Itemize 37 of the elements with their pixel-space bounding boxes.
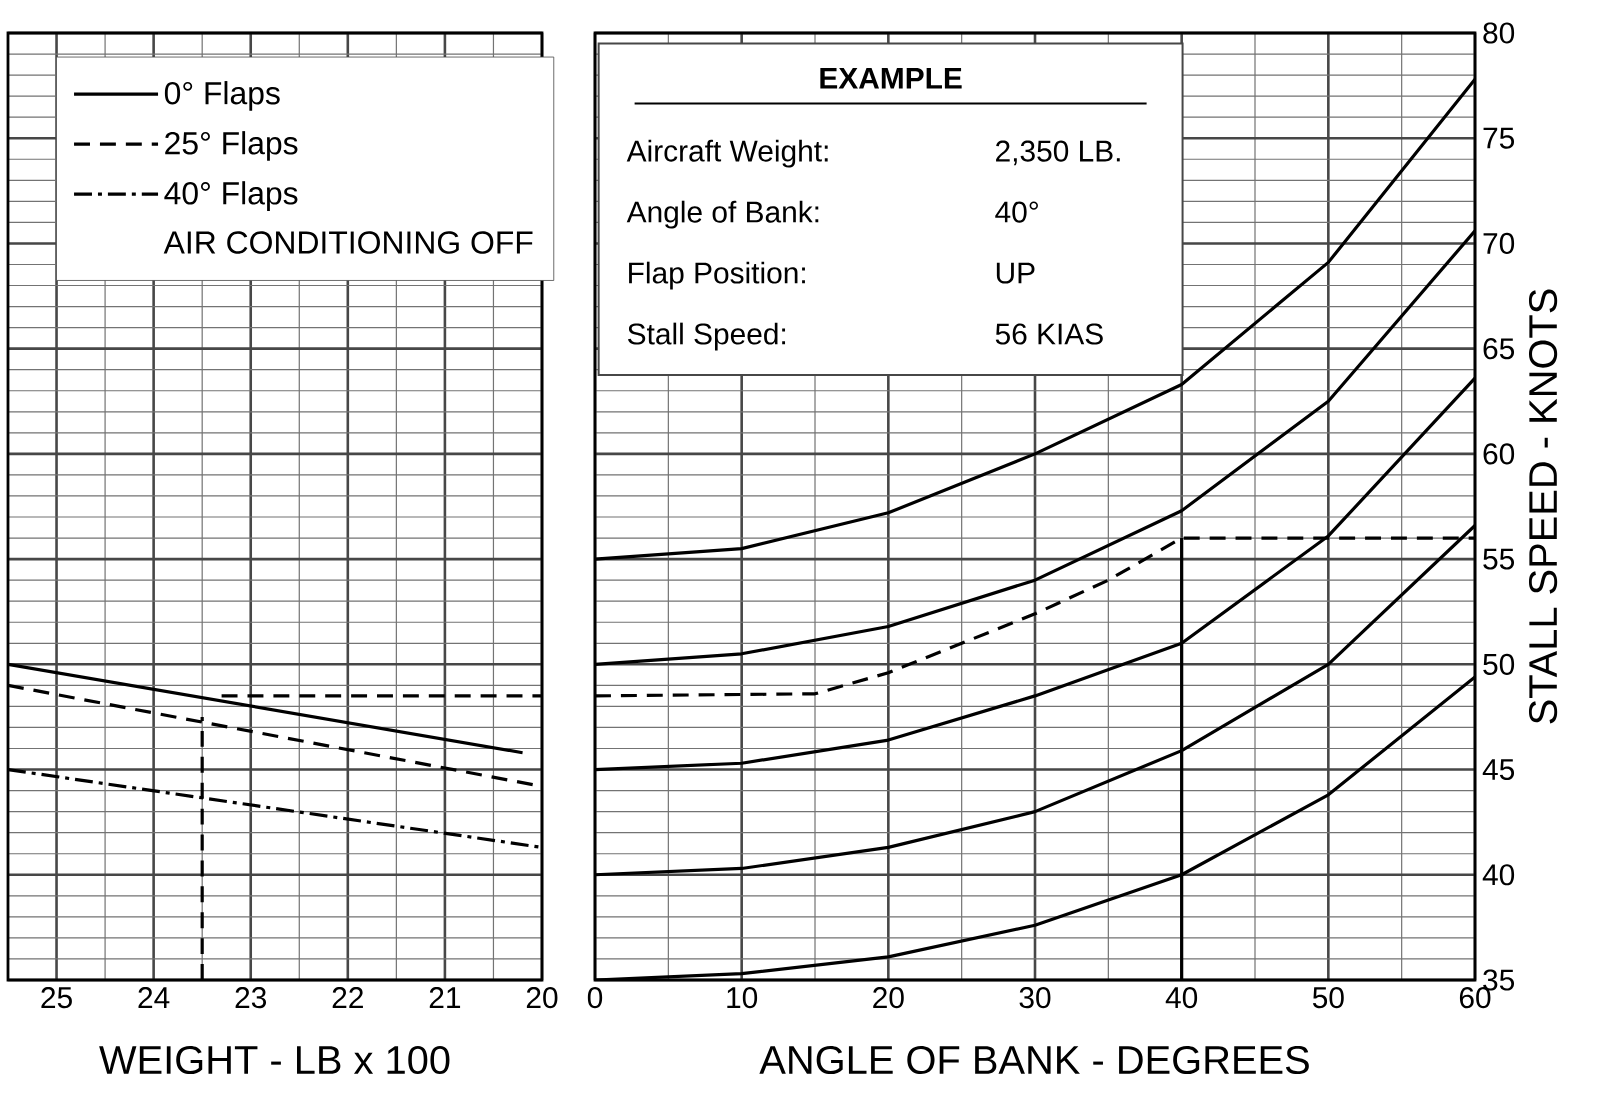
legend-label: 25° Flaps xyxy=(165,131,298,161)
y-tick-label: 55 xyxy=(1483,548,1515,570)
annotation: EXAMPLE xyxy=(820,67,962,89)
x-tick-label: 22 xyxy=(332,987,363,1008)
x-axis-title: WEIGHT - LB x 100 xyxy=(99,1045,450,1075)
x-tick-label: 30 xyxy=(1019,987,1051,1009)
x-tick-label: 0 xyxy=(587,987,603,1009)
annotation: 2,350 LB. xyxy=(996,140,1120,166)
x-tick-label: 10 xyxy=(727,987,758,1009)
x-tick-label: 20 xyxy=(526,987,558,1009)
annotation: AIR CONDITIONING OFF xyxy=(163,231,533,254)
y-tick-label: 50 xyxy=(1483,653,1515,675)
annotation: Flap Position: xyxy=(629,261,805,290)
y-tick-label: 70 xyxy=(1483,232,1515,255)
x-tick-label: 20 xyxy=(873,987,904,1009)
x-tick-label: 50 xyxy=(1312,987,1344,1009)
annotation: Aircraft Weight: xyxy=(626,139,828,168)
annotation: 40° xyxy=(995,201,1038,223)
y-tick-label: 65 xyxy=(1483,338,1515,360)
x-tick-label: 24 xyxy=(138,987,170,1008)
y-tick-label: 75 xyxy=(1483,127,1515,149)
legend-label: 0° Flaps xyxy=(164,81,280,111)
legend-label: 40° Flaps xyxy=(164,181,298,211)
y-tick-label: 45 xyxy=(1482,759,1515,780)
x-tick-label: 23 xyxy=(235,987,267,1009)
annotation: 56 KIAS xyxy=(995,323,1103,345)
annotation: Stall Speed: xyxy=(627,322,786,351)
x-tick-label: 21 xyxy=(429,987,461,1008)
y-tick-label: 60 xyxy=(1483,443,1515,465)
annotation: Angle of Bank: xyxy=(626,200,819,229)
y-axis-title: STALL SPEED - KNOTS xyxy=(1528,289,1558,724)
annotation: UP xyxy=(996,262,1035,284)
x-tick-label: 25 xyxy=(41,987,72,1009)
x-tick-label: 40 xyxy=(1165,987,1198,1009)
y-tick-label: 80 xyxy=(1483,22,1515,44)
x-axis-title: ANGLE OF BANK - DEGREES xyxy=(759,1045,1309,1075)
y-tick-label: 40 xyxy=(1482,864,1515,886)
